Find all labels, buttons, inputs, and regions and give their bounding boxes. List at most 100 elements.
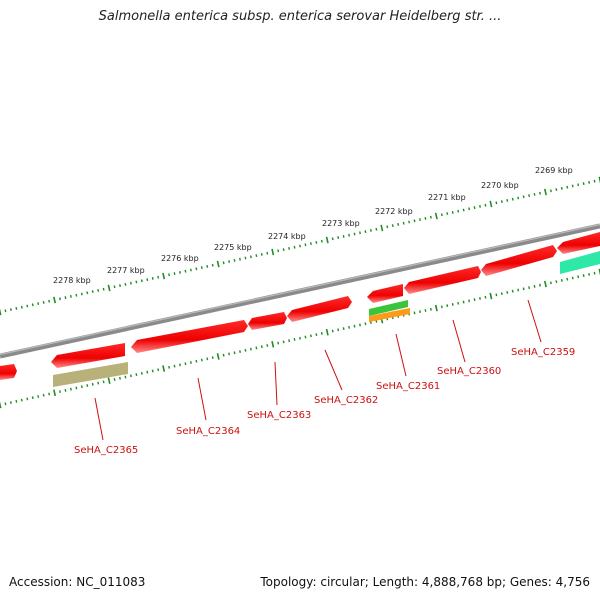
minor-tick (140, 371, 143, 375)
minor-tick (97, 381, 100, 385)
minor-tick (408, 220, 411, 224)
minor-tick (353, 232, 356, 236)
minor-tick (64, 296, 67, 300)
minor-tick (440, 213, 443, 217)
minor-tick (582, 182, 585, 186)
minor-tick (179, 363, 181, 367)
scale-label: 2273 kbp (322, 219, 360, 228)
minor-tick (337, 328, 340, 332)
genome-backbone (0, 223, 600, 359)
minor-tick (517, 288, 520, 292)
minor-tick (446, 304, 449, 308)
minor-tick (593, 179, 596, 183)
major-tick (162, 272, 166, 280)
minor-tick (419, 310, 421, 314)
cds-arrow[interactable] (404, 266, 481, 294)
minor-tick (451, 303, 454, 306)
major-tick (107, 377, 111, 384)
cds-arrow[interactable] (557, 232, 600, 254)
major-tick (543, 188, 547, 196)
minor-tick (419, 218, 421, 222)
cds-arrow[interactable] (131, 320, 248, 353)
gene-label[interactable]: SeHA_C2359 (511, 347, 575, 358)
cds-arrow[interactable] (51, 343, 125, 368)
minor-tick (468, 207, 471, 211)
minor-tick (255, 346, 258, 350)
minor-tick (468, 299, 471, 303)
major-tick (380, 224, 384, 232)
minor-tick (304, 335, 307, 339)
minor-tick (495, 293, 498, 297)
scale-label: 2270 kbp (481, 181, 519, 190)
minor-tick (168, 365, 171, 369)
gene-label[interactable]: SeHA_C2363 (247, 410, 311, 421)
minor-tick (239, 257, 241, 261)
minor-tick (511, 289, 514, 293)
cds-arrow[interactable] (287, 296, 352, 322)
minor-tick (102, 380, 105, 384)
scale-labels: 2278 kbp 2277 kbp 2276 kbp 2275 kbp 2274… (53, 166, 573, 285)
gene-label[interactable]: SeHA_C2364 (176, 426, 240, 437)
minor-tick (266, 344, 269, 347)
gene-bar-green[interactable] (369, 300, 408, 316)
minor-tick (588, 272, 591, 276)
major-tick (53, 389, 57, 397)
gene-labels: SeHA_C2365 SeHA_C2364 SeHA_C2363 SeHA_C2… (74, 347, 575, 456)
minor-tick (124, 375, 127, 379)
minor-tick (282, 340, 285, 344)
major-tick (162, 365, 166, 372)
minor-tick (517, 196, 520, 200)
minor-tick (299, 244, 301, 248)
minor-tick (539, 283, 541, 287)
accession-label: Accession: NC_011083 (9, 575, 146, 589)
cds-features (0, 232, 600, 387)
minor-tick (200, 266, 203, 270)
minor-tick (353, 324, 356, 328)
minor-tick (348, 233, 351, 237)
minor-tick (500, 292, 503, 296)
minor-tick (113, 378, 116, 381)
outer-scale-ring (0, 176, 600, 316)
minor-tick (342, 327, 345, 331)
gene-bar-orange[interactable] (369, 308, 410, 322)
gene-bar-olive[interactable] (53, 362, 128, 387)
minor-tick (348, 325, 351, 329)
gene-label[interactable]: SeHA_C2365 (74, 445, 138, 456)
minor-tick (260, 252, 263, 256)
minor-tick (233, 351, 236, 355)
minor-tick (571, 184, 574, 188)
minor-tick (386, 225, 389, 229)
minor-tick (451, 210, 454, 214)
minor-tick (211, 263, 214, 267)
minor-tick (533, 284, 536, 288)
minor-tick (277, 249, 280, 253)
scale-label: 2277 kbp (107, 266, 145, 275)
major-tick (271, 248, 275, 256)
gene-label[interactable]: SeHA_C2361 (376, 381, 440, 392)
cds-arrow[interactable] (481, 245, 557, 276)
minor-tick (277, 341, 280, 345)
gene-bar-teal[interactable] (560, 251, 600, 274)
minor-tick (522, 195, 525, 199)
minor-tick (413, 311, 416, 315)
gene-label[interactable]: SeHA_C2362 (314, 395, 378, 406)
minor-tick (124, 282, 127, 286)
minor-tick (429, 215, 432, 219)
gene-label[interactable]: SeHA_C2360 (437, 366, 501, 377)
minor-tick (337, 236, 340, 240)
minor-tick (146, 278, 149, 282)
minor-tick (320, 331, 323, 335)
minor-tick (249, 255, 252, 259)
major-tick (325, 328, 329, 336)
minor-tick (309, 242, 312, 246)
minor-tick (59, 297, 61, 301)
cds-arrow[interactable] (367, 284, 403, 303)
minor-tick (146, 370, 149, 374)
major-tick (543, 280, 547, 288)
cds-arrow[interactable] (248, 312, 287, 330)
minor-tick (364, 230, 367, 234)
minor-tick (113, 285, 116, 289)
minor-tick (37, 302, 40, 306)
cds-arrow[interactable] (0, 364, 17, 380)
minor-tick (157, 368, 160, 372)
